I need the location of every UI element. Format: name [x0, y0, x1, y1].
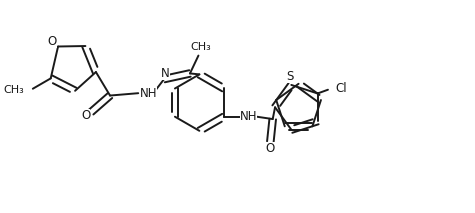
Text: O: O: [81, 109, 90, 122]
Text: O: O: [266, 142, 275, 155]
Text: NH: NH: [140, 87, 157, 100]
Text: NH: NH: [239, 110, 257, 123]
Text: S: S: [286, 70, 294, 83]
Text: O: O: [48, 35, 57, 48]
Text: CH₃: CH₃: [190, 42, 211, 52]
Text: CH₃: CH₃: [4, 85, 24, 95]
Text: Cl: Cl: [335, 82, 347, 95]
Text: N: N: [161, 67, 170, 80]
